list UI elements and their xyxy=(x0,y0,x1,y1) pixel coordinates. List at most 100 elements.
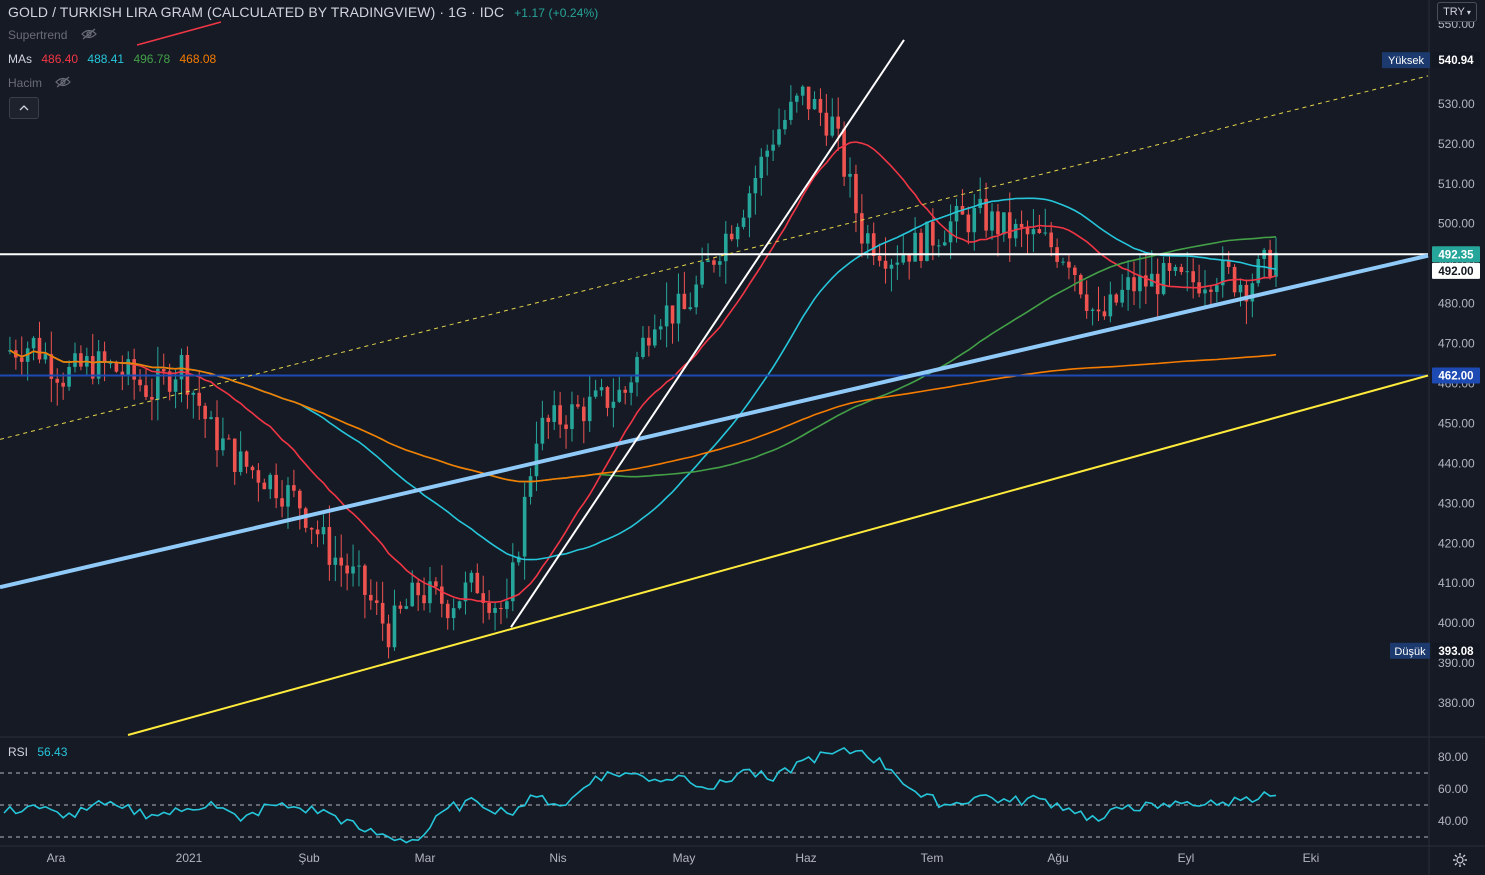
trendline-blue[interactable] xyxy=(0,253,1429,590)
candle-body xyxy=(256,470,261,483)
candle-body xyxy=(1256,258,1261,284)
candle-body xyxy=(599,387,604,391)
collapse-legend-button[interactable] xyxy=(9,97,39,119)
symbol-title[interactable]: GOLD / TURKISH LIRA GRAM (CALCULATED BY … xyxy=(8,4,436,20)
candle-body xyxy=(919,232,923,261)
candle-body xyxy=(445,603,450,619)
symbol-header[interactable]: GOLD / TURKISH LIRA GRAM (CALCULATED BY … xyxy=(8,4,599,20)
candle-body xyxy=(871,233,876,256)
candle-body xyxy=(806,86,811,110)
candle-body xyxy=(416,582,420,596)
time-tick-label: Nis xyxy=(549,851,566,865)
candle-body xyxy=(1191,271,1195,283)
volume-label: Hacim xyxy=(8,76,43,90)
chart-settings-button[interactable] xyxy=(1450,850,1470,870)
level-price-label: 462.00 xyxy=(1438,370,1473,382)
candle-body xyxy=(889,264,894,269)
candle-body xyxy=(227,438,231,440)
hidden-eye-icon[interactable] xyxy=(80,28,97,43)
currency-select[interactable]: TRY ▾ xyxy=(1437,2,1477,22)
candle-body xyxy=(380,602,385,624)
supertrend-indicator-row[interactable]: Supertrend xyxy=(8,28,97,43)
gear-icon xyxy=(1453,853,1467,867)
time-tick-label: Şub xyxy=(298,851,320,865)
time-tick-label: 2021 xyxy=(176,851,203,865)
candle-body xyxy=(1073,267,1077,275)
candle-body xyxy=(333,557,338,565)
trendline-yellow-dashed[interactable] xyxy=(0,75,1429,440)
rsi-line xyxy=(3,746,1277,844)
price-tick-label: 400.00 xyxy=(1438,616,1475,630)
trendline-white[interactable] xyxy=(510,39,905,628)
interval-label[interactable]: 1G xyxy=(448,4,468,20)
candle-body xyxy=(221,438,225,451)
price-axis[interactable]: 550.00540.00530.00520.00510.00500.00490.… xyxy=(1382,17,1480,828)
candle-body xyxy=(451,608,456,619)
trendline-yellow[interactable] xyxy=(127,374,1429,736)
candle-body xyxy=(877,255,882,261)
mas-indicator-row[interactable]: MAs 486.40 488.41 496.78 468.08 xyxy=(8,52,222,66)
time-tick-label: Haz xyxy=(795,851,816,865)
candle-body xyxy=(729,233,734,240)
candle-body xyxy=(800,86,805,96)
candle-body xyxy=(357,565,361,567)
candle-body xyxy=(1268,249,1272,277)
candle-body xyxy=(55,378,60,383)
time-axis[interactable]: Ara 2021 Şub Mar Nis May Haz Tem Ağu Eyl Eki xyxy=(47,851,1320,865)
candle-body xyxy=(1215,285,1219,292)
ma-cyan-value: 488.41 xyxy=(87,52,125,66)
candle-body xyxy=(913,232,917,262)
time-tick-label: Tem xyxy=(921,851,944,865)
candle-body xyxy=(670,305,675,324)
candle-body xyxy=(617,389,622,402)
candle-body xyxy=(688,307,693,310)
ma-orange-value: 468.08 xyxy=(179,52,217,66)
candle-body xyxy=(173,379,178,392)
candle-body xyxy=(830,116,835,136)
chevron-up-icon xyxy=(19,105,29,111)
rsi-legend[interactable]: RSI 56.43 xyxy=(8,745,67,759)
candle-body xyxy=(552,405,557,422)
candle-body xyxy=(238,451,243,473)
low-price-label-bg xyxy=(1432,642,1480,659)
hidden-eye-icon[interactable] xyxy=(55,76,72,91)
candle-body xyxy=(374,600,379,603)
candle-body xyxy=(990,211,994,231)
low-marker-bg xyxy=(1390,642,1430,659)
candle-body xyxy=(854,173,858,214)
price-tick-label: 480.00 xyxy=(1438,297,1475,311)
candle-body xyxy=(664,305,669,327)
candle-body xyxy=(114,362,119,372)
trend-drawings[interactable] xyxy=(0,21,1429,736)
candle-body xyxy=(434,581,438,587)
volume-indicator-row[interactable]: Hacim xyxy=(8,76,72,91)
candle-body xyxy=(1114,294,1119,303)
candle-body xyxy=(1090,309,1095,311)
price-tick-label: 390.00 xyxy=(1438,656,1475,670)
candle-body xyxy=(102,351,107,363)
candle-body xyxy=(499,607,503,610)
candle-body xyxy=(1250,283,1255,302)
rsi-tick-label: 60.00 xyxy=(1438,782,1468,796)
candle-body xyxy=(286,485,290,507)
candle-body xyxy=(540,417,545,444)
candle-body xyxy=(1043,232,1048,234)
candle-body xyxy=(676,293,681,324)
candle-body xyxy=(741,217,746,227)
candle-body xyxy=(824,112,829,136)
candle-body xyxy=(901,254,906,263)
rsi-tick-label: 40.00 xyxy=(1438,814,1468,828)
candle-body xyxy=(546,417,551,422)
rsi-bands xyxy=(0,772,1428,838)
candle-body xyxy=(883,260,888,269)
time-tick-label: Mar xyxy=(415,851,436,865)
low-price-label: 393.08 xyxy=(1438,646,1474,658)
candle-body xyxy=(138,379,142,386)
candle-body xyxy=(753,177,758,194)
candle-body xyxy=(936,245,941,247)
candle-body xyxy=(1209,289,1213,292)
candle-body xyxy=(150,396,154,400)
candle-body xyxy=(1173,266,1178,271)
